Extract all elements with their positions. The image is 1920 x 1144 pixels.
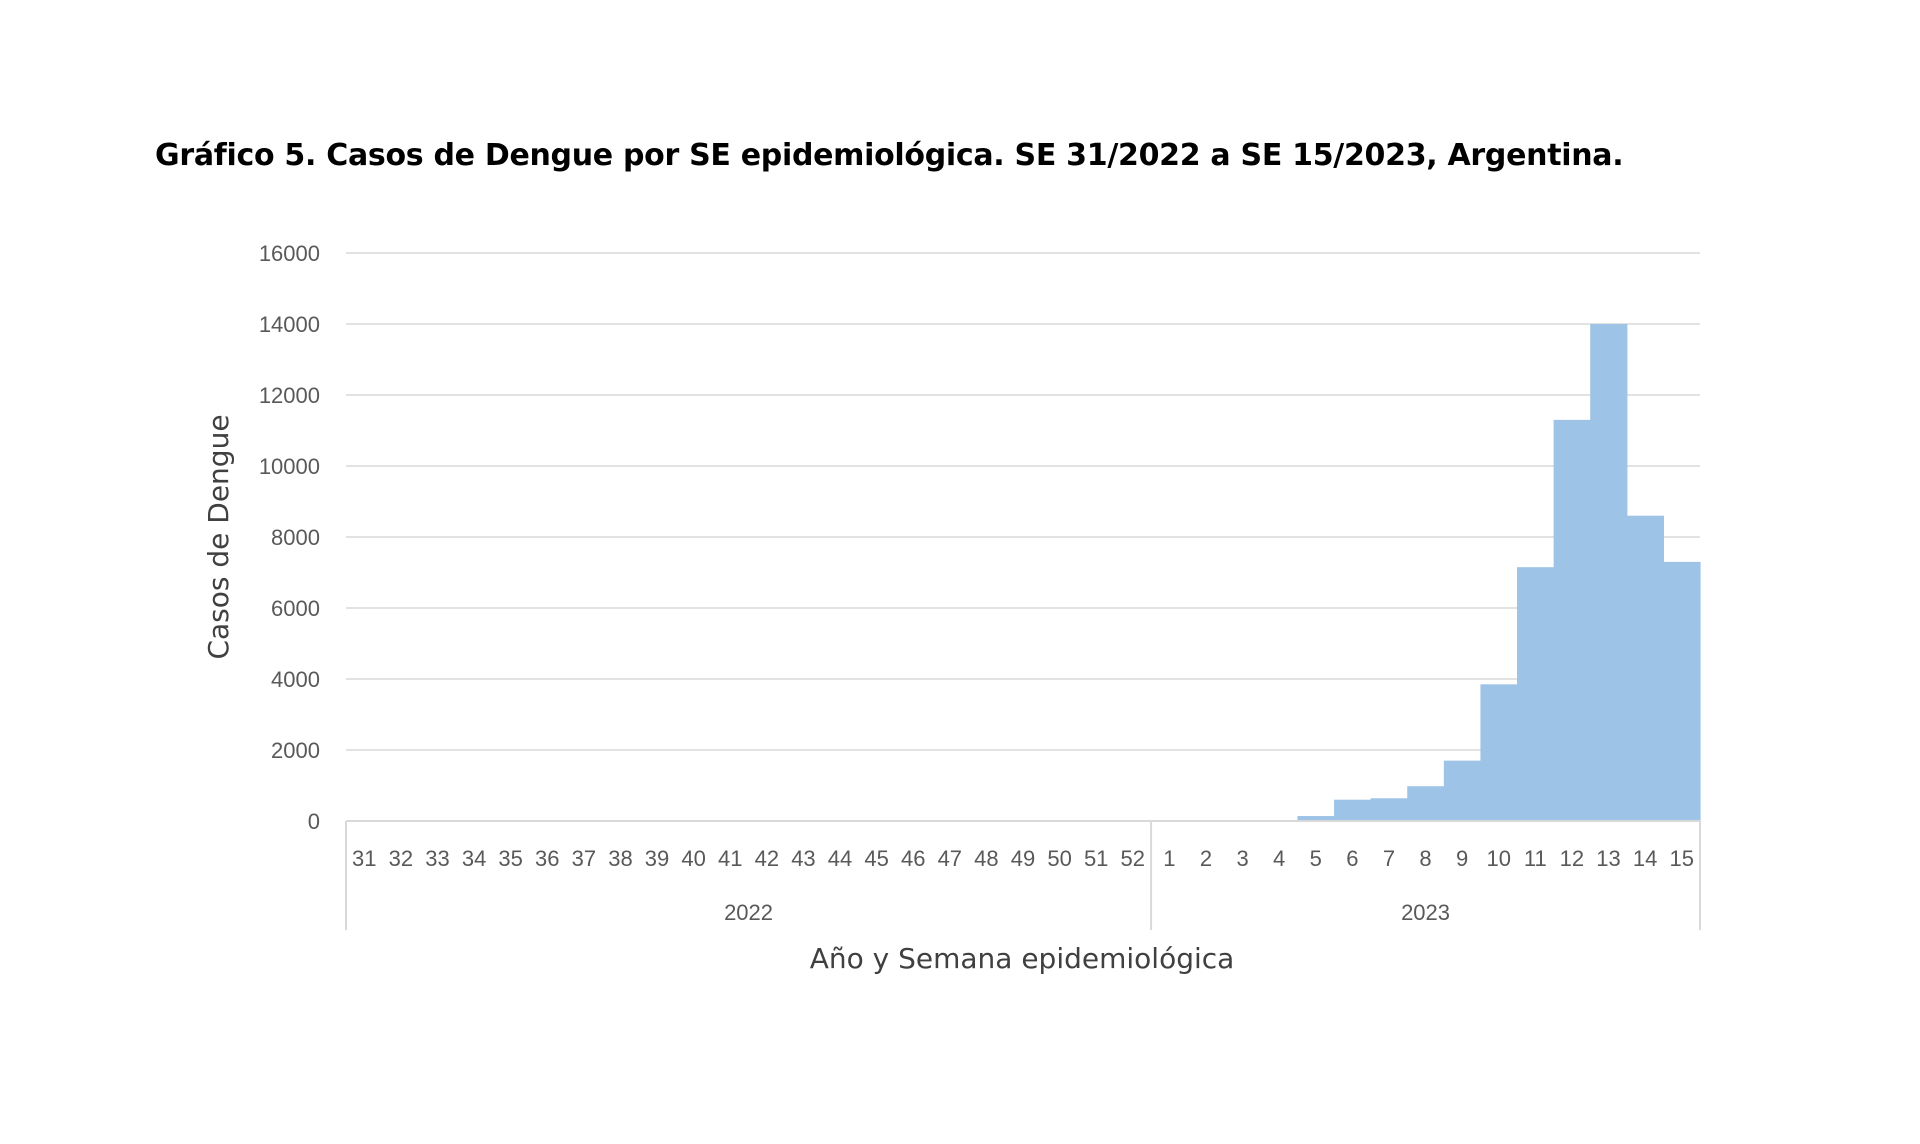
year-label: 2022	[724, 900, 773, 925]
y-tick-label: 0	[308, 809, 320, 834]
bar	[1626, 515, 1665, 821]
x-tick-label: 49	[1011, 846, 1035, 871]
x-tick-label: 47	[938, 846, 962, 871]
x-tick-label: 36	[535, 846, 559, 871]
x-tick-label: 5	[1310, 846, 1322, 871]
year-label: 2023	[1401, 900, 1450, 925]
x-tick-label: 43	[791, 846, 815, 871]
x-tick-labels: 31 32 33 34 35 36 37 38 39 40 41 42 43 44 45 46 47 48 49 50…	[352, 846, 1694, 871]
x-tick-label: 41	[718, 846, 742, 871]
bar	[1517, 567, 1555, 821]
x-tick-label: 42	[755, 846, 779, 871]
y-tick-label: 10000	[259, 454, 320, 479]
y-tick-label: 2000	[271, 738, 320, 763]
x-tick-label: 12	[1560, 846, 1584, 871]
x-tick-label: 31	[352, 846, 376, 871]
x-tick-label: 15	[1669, 846, 1693, 871]
year-group-labels: 2022 2023	[724, 900, 1450, 925]
bar	[1553, 419, 1591, 821]
x-tick-label: 34	[462, 846, 486, 871]
bar	[1297, 816, 1335, 821]
x-tick-label: 3	[1236, 846, 1248, 871]
x-tick-label: 4	[1273, 846, 1285, 871]
x-tick-label: 9	[1456, 846, 1468, 871]
x-tick-label: 50	[1047, 846, 1071, 871]
x-tick-label: 13	[1596, 846, 1620, 871]
x-axis-label: Año y Semana epidemiológica	[810, 942, 1235, 975]
y-axis-label: Casos de Dengue	[202, 414, 235, 659]
axes	[345, 820, 1701, 930]
x-tick-label: 38	[608, 846, 632, 871]
x-tick-label: 44	[828, 846, 852, 871]
x-tick-label: 1	[1163, 846, 1175, 871]
y-tick-label: 16000	[259, 241, 320, 266]
x-tick-label: 33	[425, 846, 449, 871]
bar	[1663, 561, 1701, 821]
bar	[1334, 799, 1372, 821]
gridlines	[346, 252, 1700, 751]
x-tick-label: 35	[498, 846, 522, 871]
x-tick-label: 37	[572, 846, 596, 871]
x-tick-label: 51	[1084, 846, 1108, 871]
bar	[1443, 760, 1482, 821]
x-tick-label: 10	[1486, 846, 1510, 871]
y-tick-label: 8000	[271, 525, 320, 550]
x-tick-label: 45	[864, 846, 888, 871]
x-tick-label: 46	[901, 846, 925, 871]
x-tick-label: 2	[1200, 846, 1212, 871]
x-tick-label: 32	[389, 846, 413, 871]
bars	[1260, 324, 1701, 821]
x-tick-label: 40	[681, 846, 705, 871]
y-tick-label: 4000	[271, 667, 320, 692]
x-tick-label: 14	[1633, 846, 1657, 871]
bar	[1370, 798, 1408, 821]
x-tick-label: 11	[1524, 846, 1547, 871]
x-tick-label: 8	[1419, 846, 1431, 871]
x-tick-label: 48	[974, 846, 998, 871]
y-tick-label: 6000	[271, 596, 320, 621]
x-tick-label: 6	[1346, 846, 1358, 871]
bar	[1590, 324, 1628, 821]
bar	[1407, 786, 1445, 821]
y-tick-label: 12000	[259, 383, 320, 408]
y-tick-label: 14000	[259, 312, 320, 337]
x-tick-label: 52	[1121, 846, 1145, 871]
x-tick-label: 39	[645, 846, 669, 871]
bar	[1480, 684, 1518, 821]
chart-title: Gráfico 5. Casos de Dengue por SE epidem…	[155, 138, 1624, 173]
y-tick-labels: 0 2000 4000 6000 8000 10000 12000 14000 16000	[259, 241, 320, 834]
x-tick-label: 7	[1383, 846, 1395, 871]
